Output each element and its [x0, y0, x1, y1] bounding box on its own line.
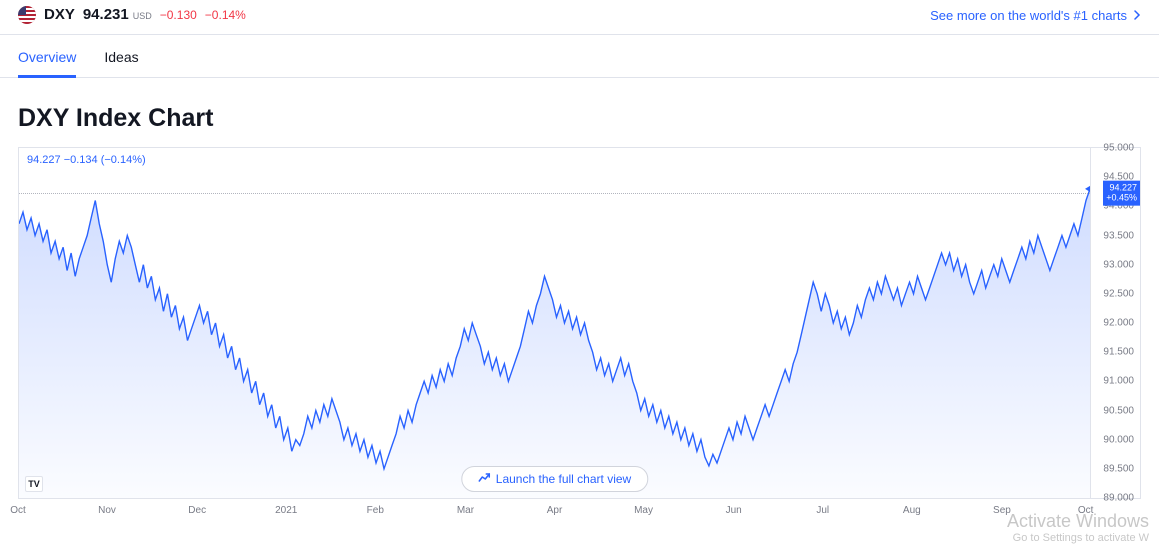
ytick: 95.000 [1103, 143, 1134, 154]
tabs-row: Overview Ideas [0, 35, 1159, 78]
watermark-sub: Go to Settings to activate W [1007, 532, 1149, 544]
ticker-change-abs: −0.130 [160, 8, 197, 22]
xtick: Dec [188, 505, 206, 516]
launch-full-chart-button[interactable]: Launch the full chart view [461, 466, 648, 492]
chart-title: DXY Index Chart [18, 104, 1141, 133]
xtick: Aug [903, 505, 921, 516]
chart-yaxis[interactable]: 89.00089.50090.00090.50091.00091.50092.0… [1090, 148, 1140, 498]
xtick: Jun [726, 505, 742, 516]
chart-plot[interactable]: 94.227 −0.134 (−0.14%) TV Launch the ful… [19, 148, 1090, 498]
current-price-line [19, 193, 1090, 194]
xtick: 2021 [275, 505, 297, 516]
xtick: Oct [1078, 505, 1094, 516]
ytick: 92.000 [1103, 318, 1134, 329]
ytick: 93.000 [1103, 259, 1134, 270]
xtick: Nov [98, 505, 116, 516]
see-more-label: See more on the world's #1 charts [930, 8, 1127, 23]
see-more-link[interactable]: See more on the world's #1 charts [930, 8, 1141, 23]
ytick: 91.000 [1103, 376, 1134, 387]
xtick: Feb [367, 505, 384, 516]
chevron-right-icon [1133, 8, 1141, 23]
us-flag-icon [18, 6, 36, 24]
ticker-change-pct: −0.14% [205, 8, 246, 22]
xtick: Sep [993, 505, 1011, 516]
xtick: Apr [547, 505, 563, 516]
ytick: 93.500 [1103, 230, 1134, 241]
xtick: Oct [10, 505, 26, 516]
ytick: 92.500 [1103, 288, 1134, 299]
ticker-price: 94.231 [83, 6, 129, 23]
current-price-flag: 94.227+0.45% [1103, 181, 1140, 206]
tab-overview[interactable]: Overview [18, 43, 76, 78]
chart-xaxis[interactable]: OctNovDec2021FebMarAprMayJunJulAugSepOct [18, 499, 1141, 519]
launch-label: Launch the full chart view [496, 472, 631, 486]
ticker-symbol: DXY [44, 6, 75, 23]
ytick: 90.000 [1103, 434, 1134, 445]
tradingview-logo-icon[interactable]: TV [25, 476, 43, 492]
chart-svg [19, 148, 1090, 498]
ytick: 91.500 [1103, 347, 1134, 358]
xtick: Mar [457, 505, 474, 516]
ytick: 89.500 [1103, 463, 1134, 474]
ticker-block: DXY 94.231 USD −0.130 −0.14% [18, 6, 246, 24]
chart-frame: 94.227 −0.134 (−0.14%) TV Launch the ful… [18, 147, 1141, 499]
ohlc-label: 94.227 −0.134 (−0.14%) [27, 154, 146, 166]
xtick: May [634, 505, 653, 516]
xtick: Jul [816, 505, 829, 516]
expand-icon [478, 472, 490, 486]
header-bar: DXY 94.231 USD −0.130 −0.14% See more on… [0, 0, 1159, 35]
ytick: 90.500 [1103, 405, 1134, 416]
ticker-currency: USD [133, 11, 152, 21]
tab-ideas[interactable]: Ideas [104, 43, 138, 77]
